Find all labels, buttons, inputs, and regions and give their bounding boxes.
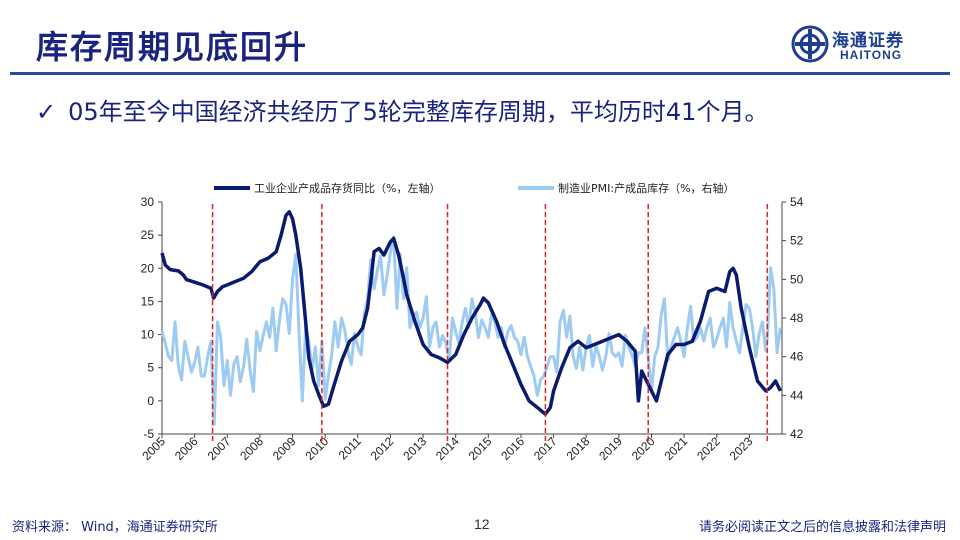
- y-left-tick-label: 15: [141, 294, 155, 308]
- x-tick-label: 2023: [727, 434, 756, 463]
- checkmark-icon: ✓: [36, 98, 57, 126]
- y-left-tick-label: 20: [141, 261, 155, 275]
- x-tick-label: 2010: [302, 434, 331, 463]
- x-tick-label: 2019: [596, 434, 625, 463]
- y-right-tick-label: 48: [790, 311, 804, 325]
- x-tick-label: 2013: [400, 434, 429, 463]
- y-right-tick-label: 54: [790, 195, 804, 209]
- series-line-inventory-yoy: [160, 210, 782, 416]
- key-point: ✓ 05年至今中国经济共经历了5轮完整库存周期，平均历时41个月。: [36, 92, 768, 127]
- x-tick-label: 2015: [466, 434, 495, 463]
- x-tick-label: 2022: [694, 434, 723, 463]
- source-note: 资料来源： Wind，海通证券研究所: [12, 520, 218, 535]
- y-left-tick-label: 5: [147, 361, 154, 375]
- y-right-tick-label: 52: [790, 234, 804, 248]
- x-tick-label: 2007: [205, 434, 234, 463]
- y-left-tick-label: 30: [141, 195, 155, 209]
- y-right-tick-label: 42: [790, 427, 804, 441]
- y-left-tick-label: -5: [143, 427, 154, 441]
- x-tick-label: 2009: [270, 434, 299, 463]
- y-right-tick-label: 50: [790, 272, 804, 286]
- title-divider: [10, 72, 950, 75]
- x-tick-label: 2021: [661, 434, 690, 463]
- disclaimer: 请务必阅读正文之后的信息披露和法律声明: [698, 520, 946, 535]
- x-tick-label: 2011: [336, 434, 364, 462]
- y-right-tick-label: 46: [790, 350, 804, 364]
- haitong-logo: 海通证券 HAITONG: [790, 24, 940, 68]
- logo-english-text: HAITONG: [840, 48, 903, 62]
- x-tick-label: 2012: [368, 434, 397, 463]
- legend-label-pmi-inventory: 制造业PMI:产成品库存（%，右轴）: [558, 181, 735, 195]
- x-tick-label: 2018: [564, 434, 593, 463]
- series-line-pmi-inventory: [160, 235, 782, 426]
- x-tick-label: 2006: [172, 434, 201, 463]
- legend-label-inventory-yoy: 工业企业产成品存货同比（%，左轴）: [254, 181, 440, 195]
- y-left-tick-label: 25: [141, 228, 155, 242]
- y-left-tick-label: 0: [147, 394, 154, 408]
- logo-chinese-text: 海通证券: [832, 31, 904, 51]
- y-left-tick-label: 10: [141, 328, 155, 342]
- x-tick-label: 2008: [237, 434, 266, 463]
- x-tick-label: 2020: [629, 434, 658, 463]
- y-right-tick-label: 44: [790, 388, 804, 402]
- key-point-text: 05年至今中国经济共经历了5轮完整库存周期，平均历时41个月。: [68, 98, 769, 126]
- page-title: 库存周期见底回升: [36, 28, 309, 66]
- page-number: 12: [474, 516, 490, 532]
- haitong-emblem-icon: [791, 25, 829, 63]
- x-tick-label: 2016: [498, 434, 527, 463]
